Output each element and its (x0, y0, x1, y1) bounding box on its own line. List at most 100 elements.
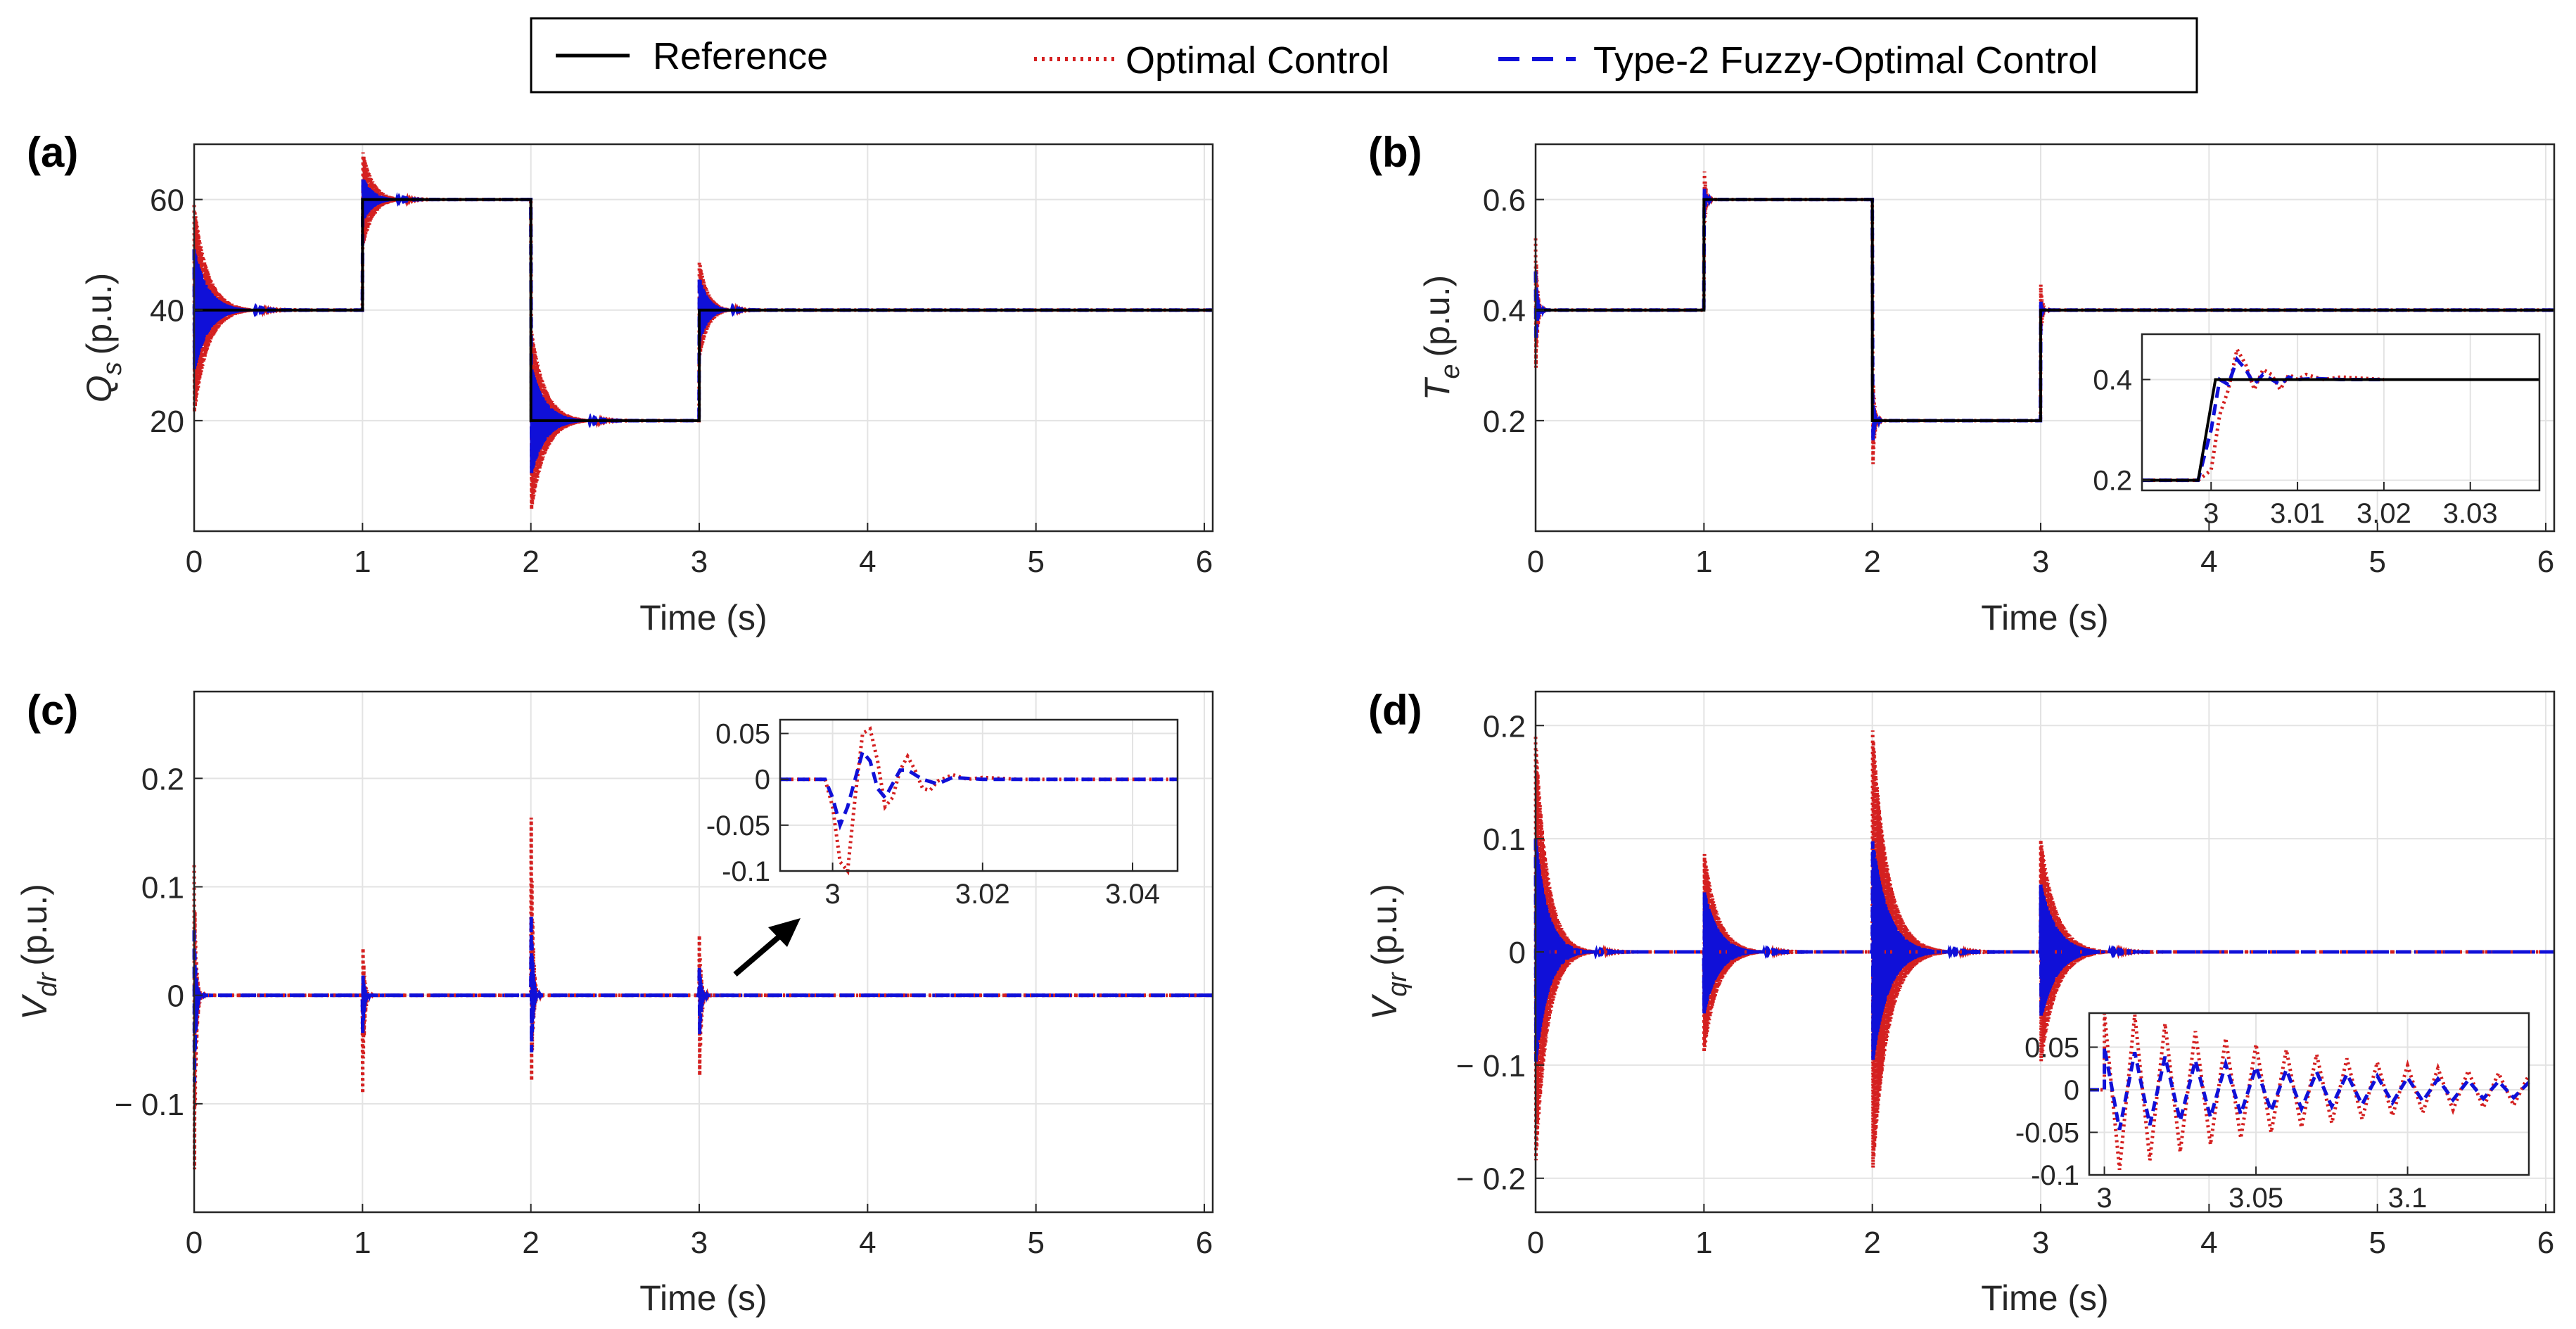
panel-d: (d) 0 1 2 3 4 5 6 − 0.2 − 0.1 0 0.1 0.2 Time (s) Vq… (1365, 687, 2556, 1318)
tick-labels: 0 1 2 3 4 5 6 0.2 0.4 0.6 (1483, 184, 2554, 579)
series-reference-line (194, 198, 1213, 422)
inset-zoom: 3 3.02 3.04 -0.1 -0.05 0 0.05 (706, 718, 1179, 910)
panel-c: (c) 0 1 2 3 4 5 6 − 0.1 0 0.1 0.2 Time (s) Vdr (p.u… (15, 687, 1214, 1318)
plot-area (192, 152, 1213, 510)
plot-area (1534, 171, 2554, 464)
tick-labels: 0 1 2 3 4 5 6 20 40 60 (150, 184, 1213, 579)
inset-background (780, 720, 1178, 871)
y-label-unit: (p.u.) (1365, 884, 1404, 966)
y-tick-label: 0 (755, 765, 770, 796)
y-tick-label: -0.05 (706, 810, 770, 841)
legend-label-optimal: Optimal Control (1126, 39, 1389, 82)
x-tick-label: 5 (1027, 1226, 1044, 1260)
y-tick-label: 0.2 (2093, 466, 2132, 497)
x-tick-label: 3.02 (2357, 498, 2411, 529)
inset-tick-labels: 3 3.02 3.04 -0.1 -0.05 0 0.05 (706, 719, 1160, 910)
series-reference (194, 198, 1213, 422)
series-reference (1536, 198, 2554, 422)
inset-frame (2088, 1012, 2530, 1176)
inset-zoom: 3 3.01 3.02 3.03 0.2 0.4 (2093, 333, 2541, 529)
x-tick-label: 3.02 (955, 879, 1010, 910)
inset-series-fuzzy (780, 748, 1178, 831)
x-tick-label: 4 (859, 545, 876, 579)
x-tick-label: 0 (186, 545, 203, 579)
y-axis-label: Te (p.u.) (1417, 275, 1465, 400)
y-label-unit: (p.u.) (15, 884, 54, 966)
y-label-main: Q (79, 375, 119, 402)
x-tick-label: 3.01 (2270, 498, 2325, 529)
x-tick-label: 1 (1695, 545, 1712, 579)
inset-series-reference (2142, 378, 2539, 482)
y-tick-label: 0.4 (2093, 364, 2132, 395)
y-label-sub: e (1436, 364, 1465, 379)
panel-label: (d) (1368, 687, 1422, 734)
y-label-sub: dr (33, 972, 63, 996)
x-axis-label: Time (s) (1981, 598, 2108, 637)
x-tick-label: 0 (1527, 545, 1544, 579)
tick-labels: 0 1 2 3 4 5 6 − 0.1 0 0.1 0.2 (115, 762, 1213, 1260)
y-tick-label: 0.1 (1483, 822, 1526, 857)
y-tick-label: -0.1 (722, 856, 770, 887)
y-tick-label: − 0.2 (1456, 1162, 1526, 1197)
x-tick-label: 3 (2032, 545, 2049, 579)
y-label-unit: (p.u.) (79, 273, 119, 355)
y-tick-label: 0 (2064, 1075, 2079, 1106)
y-tick-label: − 0.1 (115, 1088, 184, 1122)
inset-series-optimal (2142, 344, 2385, 483)
y-tick-label: 0.1 (141, 871, 184, 905)
plot-area (1534, 730, 2554, 1169)
x-tick-label: 1 (354, 545, 371, 579)
y-tick-label: 60 (150, 184, 184, 218)
x-tick-label: 2 (1863, 545, 1880, 579)
panel-a: (a) 0 1 2 3 4 5 6 20 40 60 Time (s) Qs (p.u.) (27, 129, 1214, 637)
x-tick-label: 3.1 (2388, 1183, 2428, 1214)
inset-tick-labels: 3 3.05 3.1 -0.1 -0.05 0 0.05 (2015, 1032, 2428, 1214)
plot-area (192, 818, 1213, 1170)
y-label-unit: (p.u.) (1417, 275, 1457, 357)
y-tick-label: 20 (150, 405, 184, 439)
x-tick-label: 2 (522, 545, 539, 579)
zoom-arrowhead (768, 918, 801, 947)
x-tick-label: 3 (2203, 498, 2219, 529)
y-axis-label: Qs (p.u.) (79, 273, 127, 403)
y-tick-label: 0.05 (715, 719, 770, 750)
inset-series-optimal (2089, 1012, 2531, 1170)
panel-label: (a) (27, 129, 78, 176)
y-label-sub: s (98, 362, 127, 375)
y-tick-label: -0.05 (2015, 1117, 2079, 1148)
legend-box (530, 17, 2198, 94)
x-tick-label: 1 (354, 1226, 371, 1260)
x-tick-label: 6 (2537, 545, 2554, 579)
y-axis-label: Vdr (p.u.) (15, 884, 63, 1020)
inset-tick-labels: 3 3.01 3.02 3.03 0.2 0.4 (2093, 364, 2497, 529)
legend-label-fuzzy: Type-2 Fuzzy-Optimal Control (1593, 39, 2098, 82)
y-tick-label: 40 (150, 294, 184, 329)
inset-series (780, 726, 1178, 876)
panel-label: (c) (27, 687, 78, 734)
x-tick-label: 5 (1027, 545, 1044, 579)
x-tick-label: 5 (2368, 545, 2385, 579)
x-tick-label: 4 (859, 1226, 876, 1260)
zoom-arrow (733, 929, 786, 977)
y-tick-label: 0.2 (1483, 405, 1526, 439)
inset-frame (779, 718, 1179, 872)
y-tick-label: -0.1 (2031, 1160, 2079, 1191)
y-tick-label: 0.6 (1483, 184, 1526, 218)
legend: Reference Optimal Control Type-2 Fuzzy-O… (530, 17, 2198, 94)
series-reference-line (1536, 198, 2554, 422)
x-tick-label: 6 (1196, 1226, 1213, 1260)
x-tick-label: 4 (2200, 1226, 2217, 1260)
y-tick-label: 0.2 (1483, 709, 1526, 744)
inset-series (2142, 344, 2539, 483)
x-tick-label: 0 (1527, 1226, 1544, 1260)
y-tick-label: 0.2 (141, 762, 184, 796)
x-axis-label: Time (s) (639, 598, 767, 637)
y-label-main: V (15, 993, 54, 1020)
x-tick-label: 3 (691, 1226, 708, 1260)
inset-background (2142, 334, 2539, 490)
inset-series (2089, 1012, 2531, 1170)
x-tick-label: 3.03 (2443, 498, 2498, 529)
x-tick-label: 3 (824, 879, 840, 910)
panel-b: (b) 0 1 2 3 4 5 6 0.2 0.4 0.6 Time (s) Te (p.u.) 3… (1368, 129, 2556, 637)
